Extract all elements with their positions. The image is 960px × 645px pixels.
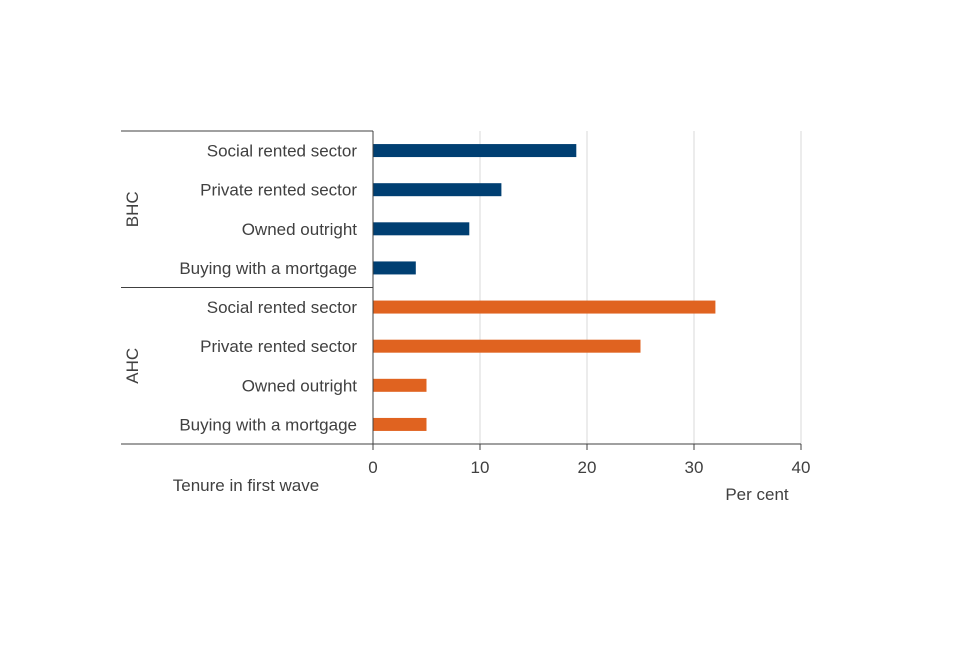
bar <box>373 417 427 431</box>
category-label: Social rented sector <box>207 142 358 161</box>
bar <box>373 183 502 197</box>
x-tick-label: 0 <box>368 458 377 477</box>
x-tick-label: 30 <box>685 458 704 477</box>
x-tick-label: 40 <box>792 458 811 477</box>
bar <box>373 144 577 158</box>
labels: 0 10 20 30 40 Social rented sector Private ren… <box>123 142 810 477</box>
gridlines <box>479 131 802 444</box>
category-label: Buying with a mortgage <box>179 415 357 434</box>
category-label: Social rented sector <box>207 298 358 317</box>
group-label: BHC <box>123 191 142 227</box>
category-label: Buying with a mortgage <box>179 259 357 278</box>
bars <box>373 144 716 431</box>
bar <box>373 300 716 314</box>
bar <box>373 378 427 392</box>
x-axis-title: Per cent <box>725 485 789 504</box>
bar <box>373 222 470 236</box>
category-label: Owned outright <box>242 220 358 239</box>
axes <box>121 130 802 450</box>
x-tick-label: 20 <box>578 458 597 477</box>
category-label: Owned outright <box>242 376 358 395</box>
bar <box>373 339 641 353</box>
bar <box>373 261 416 275</box>
x-tick-label: 10 <box>471 458 490 477</box>
group-label: AHC <box>123 348 142 384</box>
category-label: Private rented sector <box>200 337 357 356</box>
y-axis-title: Tenure in first wave <box>173 476 319 495</box>
category-label: Private rented sector <box>200 181 357 200</box>
